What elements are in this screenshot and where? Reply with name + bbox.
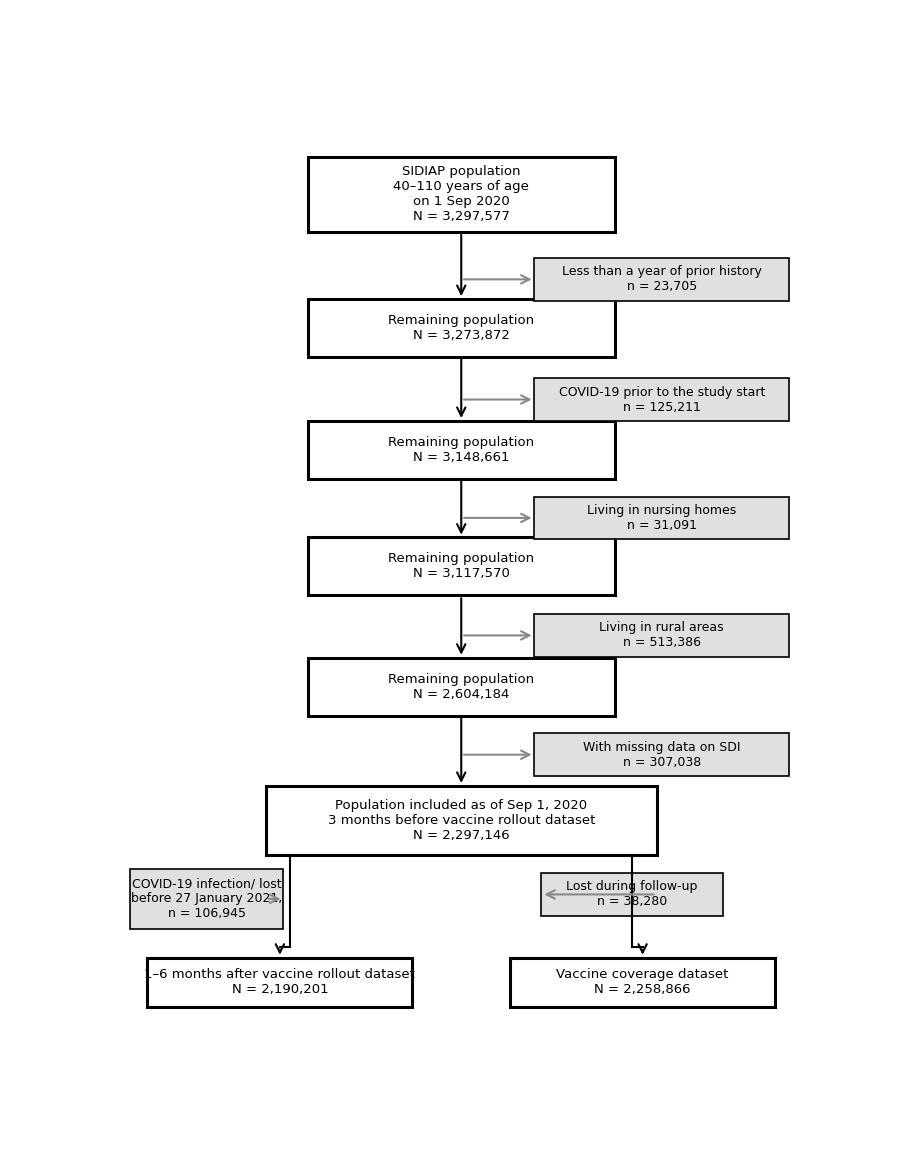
FancyBboxPatch shape — [535, 614, 789, 657]
Text: Remaining population
N = 3,273,872: Remaining population N = 3,273,872 — [388, 314, 535, 342]
Text: Remaining population
N = 2,604,184: Remaining population N = 2,604,184 — [388, 673, 535, 701]
FancyBboxPatch shape — [535, 258, 789, 301]
FancyBboxPatch shape — [308, 421, 615, 479]
FancyBboxPatch shape — [535, 733, 789, 776]
Text: Living in nursing homes
n = 31,091: Living in nursing homes n = 31,091 — [587, 504, 736, 532]
Text: COVID-19 infection/ lost
before 27 January 2021,
n = 106,945: COVID-19 infection/ lost before 27 Janua… — [131, 877, 283, 920]
Text: With missing data on SDI
n = 307,038: With missing data on SDI n = 307,038 — [583, 741, 741, 769]
Text: SIDIAP population
40–110 years of age
on 1 Sep 2020
N = 3,297,577: SIDIAP population 40–110 years of age on… — [393, 165, 529, 223]
FancyBboxPatch shape — [308, 156, 615, 232]
Text: Population included as of Sep 1, 2020
3 months before vaccine rollout dataset
N : Population included as of Sep 1, 2020 3 … — [328, 799, 595, 842]
Text: Vaccine coverage dataset
N = 2,258,866: Vaccine coverage dataset N = 2,258,866 — [556, 968, 729, 996]
FancyBboxPatch shape — [148, 957, 412, 1007]
Text: COVID-19 prior to the study start
n = 125,211: COVID-19 prior to the study start n = 12… — [559, 385, 765, 414]
FancyBboxPatch shape — [130, 868, 284, 929]
Text: Remaining population
N = 3,117,570: Remaining population N = 3,117,570 — [388, 553, 535, 580]
FancyBboxPatch shape — [542, 873, 723, 916]
Text: Remaining population
N = 3,148,661: Remaining population N = 3,148,661 — [388, 436, 535, 464]
FancyBboxPatch shape — [510, 957, 775, 1007]
FancyBboxPatch shape — [308, 658, 615, 716]
FancyBboxPatch shape — [308, 538, 615, 595]
FancyBboxPatch shape — [308, 299, 615, 357]
Text: Less than a year of prior history
n = 23,705: Less than a year of prior history n = 23… — [562, 266, 761, 294]
FancyBboxPatch shape — [266, 786, 657, 855]
Text: Lost during follow-up
n = 38,280: Lost during follow-up n = 38,280 — [566, 881, 698, 909]
Text: 1–6 months after vaccine rollout dataset
N = 2,190,201: 1–6 months after vaccine rollout dataset… — [145, 968, 415, 996]
FancyBboxPatch shape — [535, 378, 789, 421]
FancyBboxPatch shape — [535, 497, 789, 539]
Text: Living in rural areas
n = 513,386: Living in rural areas n = 513,386 — [599, 622, 724, 650]
